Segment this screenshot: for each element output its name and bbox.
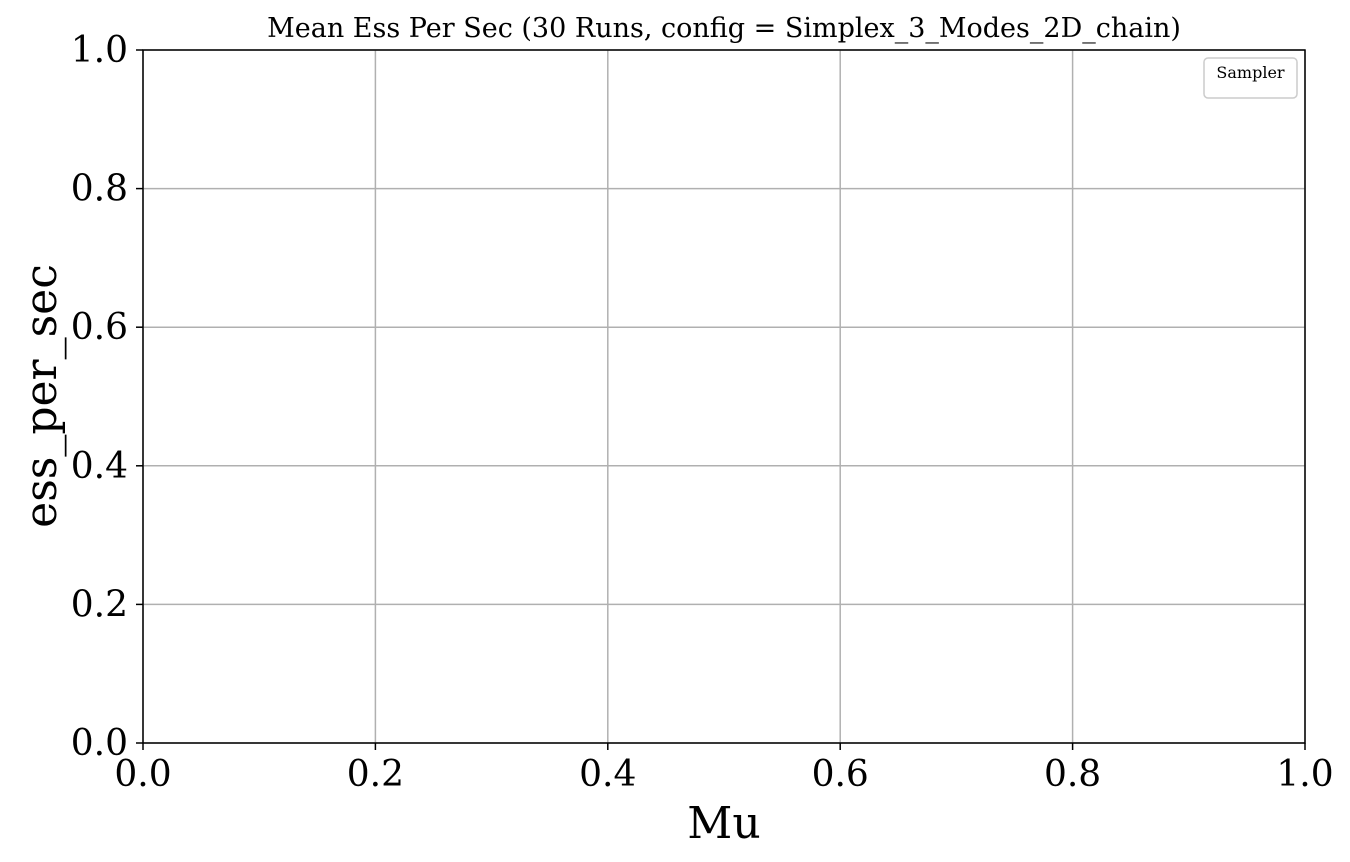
grid-lines (142, 49, 1306, 744)
x-tick-label: 0.8 (1044, 754, 1101, 795)
legend-box (1203, 57, 1298, 99)
plot-area (142, 49, 1306, 744)
y-tick-label: 0.4 (71, 446, 128, 487)
y-tick-label: 0.8 (71, 169, 128, 210)
y-tick-label: 0.0 (71, 723, 128, 764)
chart-title: Mean Ess Per Sec (30 Runs, config = Simp… (267, 13, 1181, 44)
x-tick-label: 0.2 (347, 754, 404, 795)
x-tick-label: 0.6 (812, 754, 869, 795)
y-tick-label: 0.2 (71, 584, 128, 625)
legend: Sampler (1203, 57, 1298, 99)
x-axis-label: Mu (687, 798, 760, 849)
x-tick-label: 0.4 (579, 754, 636, 795)
y-tick-label: 1.0 (71, 30, 128, 71)
y-tick-label: 0.6 (71, 307, 128, 348)
x-tick-label: 1.0 (1276, 754, 1333, 795)
y-axis-label: ess_per_sec (16, 264, 67, 528)
legend-title: Sampler (1216, 63, 1285, 82)
axis-ticks: 0.0 0.2 0.4 0.6 0.8 1.0 0.0 0.2 0.4 0.6 0.8 1.0 (71, 30, 1334, 795)
x-tick-label: 0.0 (114, 754, 171, 795)
